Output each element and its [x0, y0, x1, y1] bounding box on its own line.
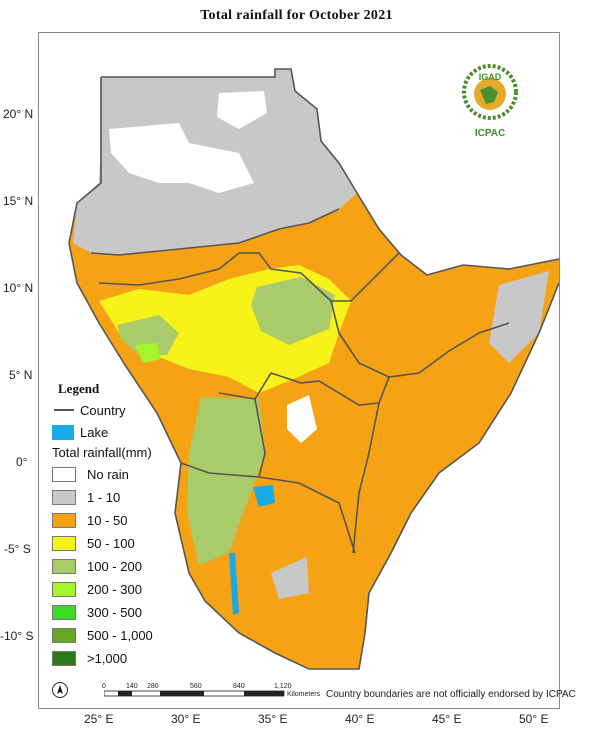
no-rain-east: [287, 395, 317, 443]
lake-swatch: [52, 424, 74, 440]
legend-swatch: [52, 489, 76, 505]
legend-class: >1,000: [52, 647, 127, 669]
scale-unit: Kilometers: [287, 691, 321, 698]
legend-class: 200 - 300: [52, 578, 142, 600]
legend-class-label: 50 - 100: [87, 535, 135, 551]
y-label: 20° N: [3, 107, 34, 121]
lake-tanganyika: [229, 553, 239, 615]
legend-country-label: Country: [80, 402, 126, 418]
legend-swatch: [52, 558, 76, 574]
legend-class-label: 200 - 300: [87, 581, 142, 597]
y-label: 5° N: [9, 368, 33, 382]
no-rain-north2: [217, 91, 267, 129]
legend-swatch: [52, 535, 76, 551]
x-label: 50° E: [519, 712, 549, 726]
scale-tick: 0: [102, 683, 106, 690]
legend-class: 10 - 50: [52, 509, 127, 531]
svg-text:IGAD: IGAD: [479, 72, 502, 82]
map-canvas: [68, 68, 559, 670]
legend-lake-label: Lake: [80, 424, 109, 440]
scale-tick: 1,120: [274, 683, 292, 690]
band-100-200-c: [187, 397, 265, 565]
legend-class-label: 100 - 200: [87, 558, 142, 574]
dry-horn: [489, 271, 549, 363]
y-label: -10° S: [0, 629, 34, 643]
x-label: 35° E: [258, 712, 288, 726]
legend-class-label: 500 - 1,000: [87, 627, 153, 643]
legend-class: No rain: [52, 463, 129, 485]
scale-tick: 840: [233, 683, 245, 690]
legend-lake: Lake: [52, 421, 108, 443]
scale-tick: 280: [147, 683, 159, 690]
legend-class: 500 - 1,000: [52, 624, 153, 646]
legend-class: 1 - 10: [52, 486, 120, 508]
legend-swatch: [52, 650, 76, 666]
x-label: 45° E: [432, 712, 462, 726]
lake-victoria: [253, 485, 275, 507]
disclaimer: Country boundaries are not officially en…: [326, 689, 576, 700]
legend-swatch: [52, 581, 76, 597]
country-boundaries: [68, 68, 559, 670]
legend-swatch: [52, 512, 76, 528]
scale-tick: 140: [126, 683, 138, 690]
country-line-icon: [54, 409, 74, 411]
scale-tick: 560: [190, 683, 202, 690]
legend-heading: Legend: [58, 381, 100, 396]
legend-country: Country: [52, 399, 126, 421]
x-label: 30° E: [171, 712, 201, 726]
y-label: 15° N: [3, 194, 34, 208]
y-label: 10° N: [3, 281, 34, 295]
icpac-logo: IGAD ICPAC: [458, 56, 522, 142]
svg-text:ICPAC: ICPAC: [475, 128, 505, 139]
x-label: 25° E: [84, 712, 114, 726]
band-100-200-b: [251, 277, 335, 345]
x-label: 40° E: [345, 712, 375, 726]
legend-class: 100 - 200: [52, 555, 142, 577]
legend-class-label: 1 - 10: [87, 489, 121, 505]
legend-class-label: No rain: [87, 466, 129, 482]
map-frame: [38, 32, 560, 709]
legend-class-label: >1,000: [87, 650, 128, 666]
legend-swatch: [52, 604, 76, 620]
y-label: 0°: [16, 455, 28, 469]
legend-rain-heading: Total rainfall(mm): [52, 444, 152, 460]
legend: Legend Country Lake Total rainfall(mm) N…: [52, 381, 212, 666]
band-200-300: [135, 343, 161, 363]
dry-south: [271, 557, 309, 599]
legend-swatch: [52, 627, 76, 643]
legend-class: 300 - 500: [52, 601, 142, 623]
legend-class-label: 300 - 500: [87, 604, 142, 620]
legend-class: 50 - 100: [52, 532, 135, 554]
no-rain-north: [109, 123, 254, 193]
legend-class-label: 10 - 50: [87, 512, 128, 528]
legend-swatch: [52, 466, 76, 482]
band-100-200-a: [117, 315, 179, 355]
north-arrow-icon: [52, 682, 68, 698]
map-title: Total rainfall for October 2021: [200, 8, 393, 23]
y-label: -5° S: [4, 542, 31, 556]
